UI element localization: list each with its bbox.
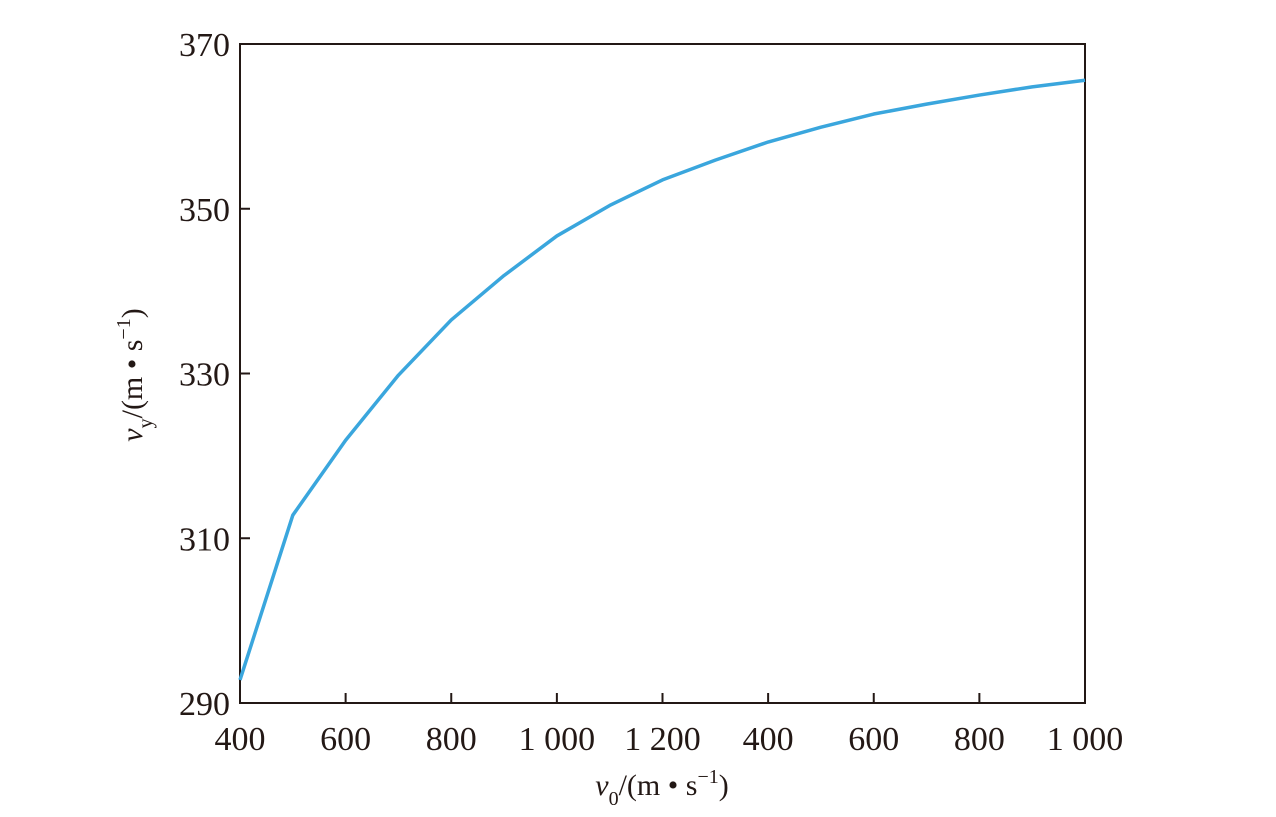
- x-tick-label: 400: [215, 721, 266, 758]
- y-axis-label: vy/(m • s−1): [113, 308, 157, 441]
- y-axis-label-part: v: [116, 428, 149, 442]
- y-axis-label-part: −1: [113, 318, 135, 339]
- x-tick-label: 400: [743, 721, 794, 758]
- x-tick-label: 600: [320, 721, 371, 758]
- x-tick-label: 1 000: [519, 721, 596, 758]
- x-tick-label: 800: [426, 721, 477, 758]
- y-tick-label: 330: [179, 357, 230, 394]
- y-axis-label-part: y: [135, 418, 157, 428]
- x-tick-label: 800: [954, 721, 1005, 758]
- x-tick-label: 1 200: [624, 721, 701, 758]
- x-axis-label-part: /(m • s: [619, 769, 698, 802]
- x-tick-label: 600: [848, 721, 899, 758]
- x-axis-label: v0/(m • s−1): [595, 766, 728, 810]
- y-axis-label-part: /(m • s: [116, 340, 149, 419]
- y-tick-label: 370: [179, 27, 230, 64]
- y-tick-label: 310: [179, 521, 230, 558]
- y-tick-label: 290: [179, 686, 230, 723]
- x-tick-label: 1 000: [1047, 721, 1124, 758]
- x-axis-label-part: −1: [697, 766, 718, 788]
- plot-frame: [239, 43, 1086, 704]
- x-axis-label-part: 0: [609, 788, 619, 810]
- x-axis-label-part: v: [595, 769, 609, 802]
- y-tick-label: 350: [179, 192, 230, 229]
- y-axis-label-part: ): [116, 308, 149, 318]
- data-line: [238, 78, 1086, 681]
- x-axis-label-part: ): [719, 769, 729, 802]
